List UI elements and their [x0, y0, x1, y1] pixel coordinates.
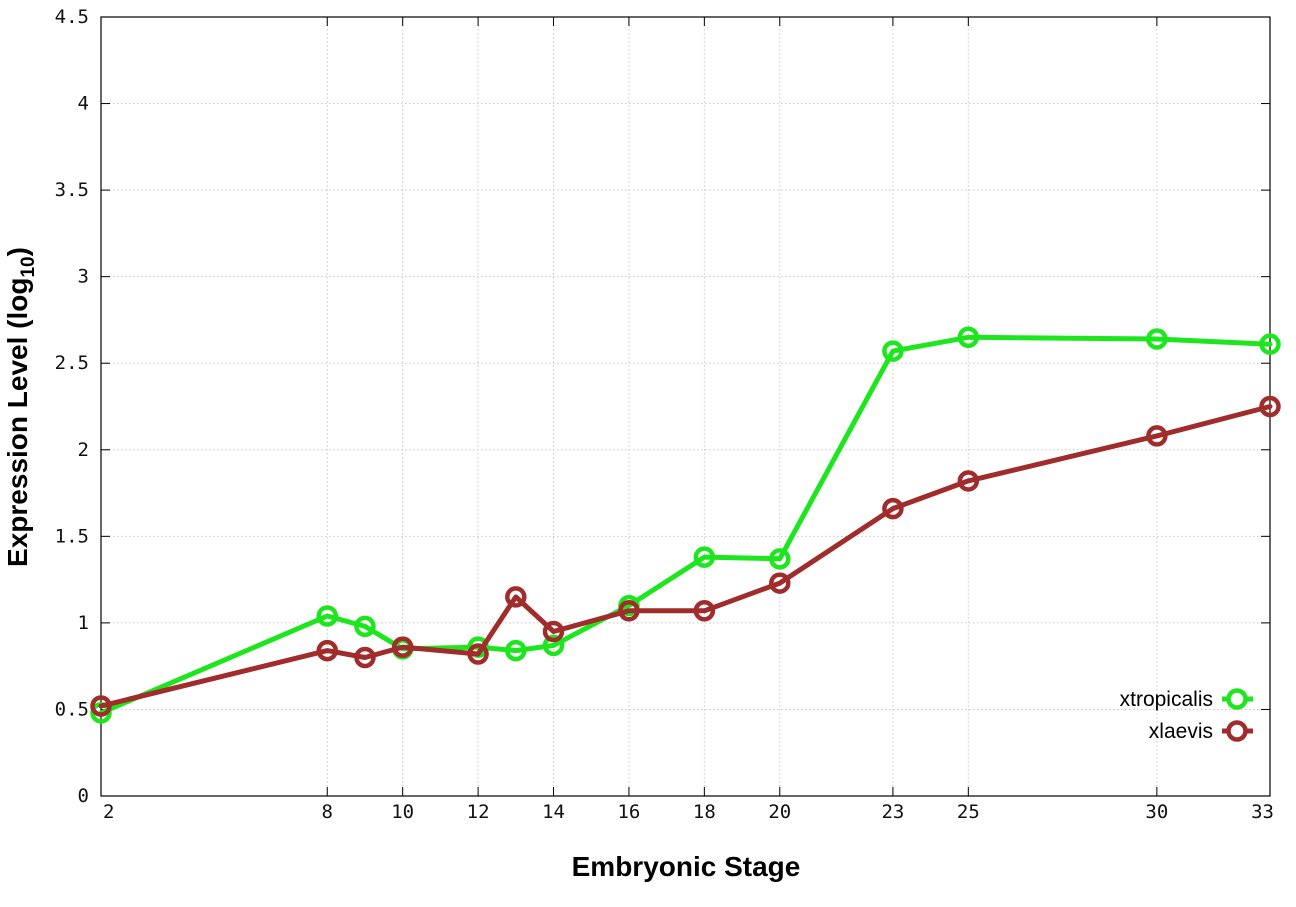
data-point — [693, 546, 716, 568]
data-point — [769, 548, 791, 570]
y-tick-label: 0 — [78, 785, 89, 807]
x-tick-label: 16 — [617, 801, 640, 823]
series-xtropicalis — [90, 326, 1281, 724]
data-point — [391, 636, 414, 658]
data-point — [693, 600, 716, 622]
x-tick-label: 14 — [542, 801, 565, 823]
y-axis-title-main: Expression Level (log — [2, 278, 33, 567]
series-xlaevis — [90, 395, 1281, 717]
data-point — [316, 639, 339, 662]
axis-ticks: 0 0.5 1 1.5 2 2.5 3 3.5 4 4.5 2 8 10 12 14 16 18 20 23 25 30… — [55, 6, 1274, 823]
data-point — [1146, 425, 1168, 447]
x-tick-label: 33 — [1251, 801, 1274, 823]
x-tick-label: 20 — [768, 801, 791, 823]
x-tick-label: 10 — [391, 801, 414, 823]
grid-lines — [101, 17, 1270, 796]
data-point — [467, 643, 489, 665]
legend: xtropicalis xlaevis — [1120, 688, 1253, 743]
data-point — [1259, 333, 1281, 355]
x-axis-title: Embryonic Stage — [572, 851, 801, 882]
y-tick-label: 3.5 — [55, 179, 89, 201]
data-point — [505, 639, 527, 662]
x-tick-label: 30 — [1145, 801, 1168, 823]
data-point — [769, 572, 791, 594]
series-layer — [90, 326, 1281, 724]
y-axis-title: Expression Level (log10) — [2, 247, 39, 567]
data-point — [1259, 395, 1281, 418]
x-tick-label: 8 — [322, 801, 333, 823]
data-point — [542, 634, 565, 657]
legend-label: xtropicalis — [1120, 688, 1213, 711]
x-tick-label: 12 — [467, 801, 490, 823]
data-point — [618, 600, 640, 622]
legend-marker — [1226, 688, 1248, 710]
data-point — [505, 586, 527, 608]
y-tick-label: 4.5 — [55, 6, 89, 28]
data-point — [1146, 328, 1168, 350]
x-tick-label: 18 — [693, 801, 716, 823]
data-point — [354, 615, 376, 638]
legend-marker — [1226, 720, 1248, 742]
legend-item: xlaevis — [1149, 720, 1253, 743]
series-line — [98, 334, 1273, 716]
x-tick-label: 25 — [957, 801, 980, 823]
data-point — [882, 340, 904, 362]
data-point — [882, 497, 904, 520]
legend-item: xtropicalis — [1120, 688, 1253, 711]
data-point — [957, 470, 980, 492]
y-tick-label: 1.5 — [55, 525, 89, 547]
y-axis-title-close: ) — [2, 247, 33, 256]
series-line — [98, 404, 1273, 709]
y-tick-label: 4 — [78, 93, 89, 115]
x-tick-label: 2 — [103, 801, 114, 823]
x-tick-label: 23 — [881, 801, 904, 823]
data-point — [316, 605, 339, 627]
y-axis-title-subscript: 10 — [18, 256, 39, 277]
data-point — [542, 620, 565, 643]
y-tick-label: 2.5 — [55, 352, 89, 374]
y-tick-label: 3 — [78, 266, 89, 288]
data-point — [957, 326, 980, 349]
y-tick-label: 0.5 — [55, 698, 89, 720]
legend-label: xlaevis — [1149, 720, 1213, 743]
data-point — [354, 646, 376, 669]
y-tick-label: 1 — [78, 612, 89, 634]
data-point — [90, 695, 112, 717]
y-tick-label: 2 — [78, 439, 89, 461]
plot-frame — [100, 16, 1271, 797]
